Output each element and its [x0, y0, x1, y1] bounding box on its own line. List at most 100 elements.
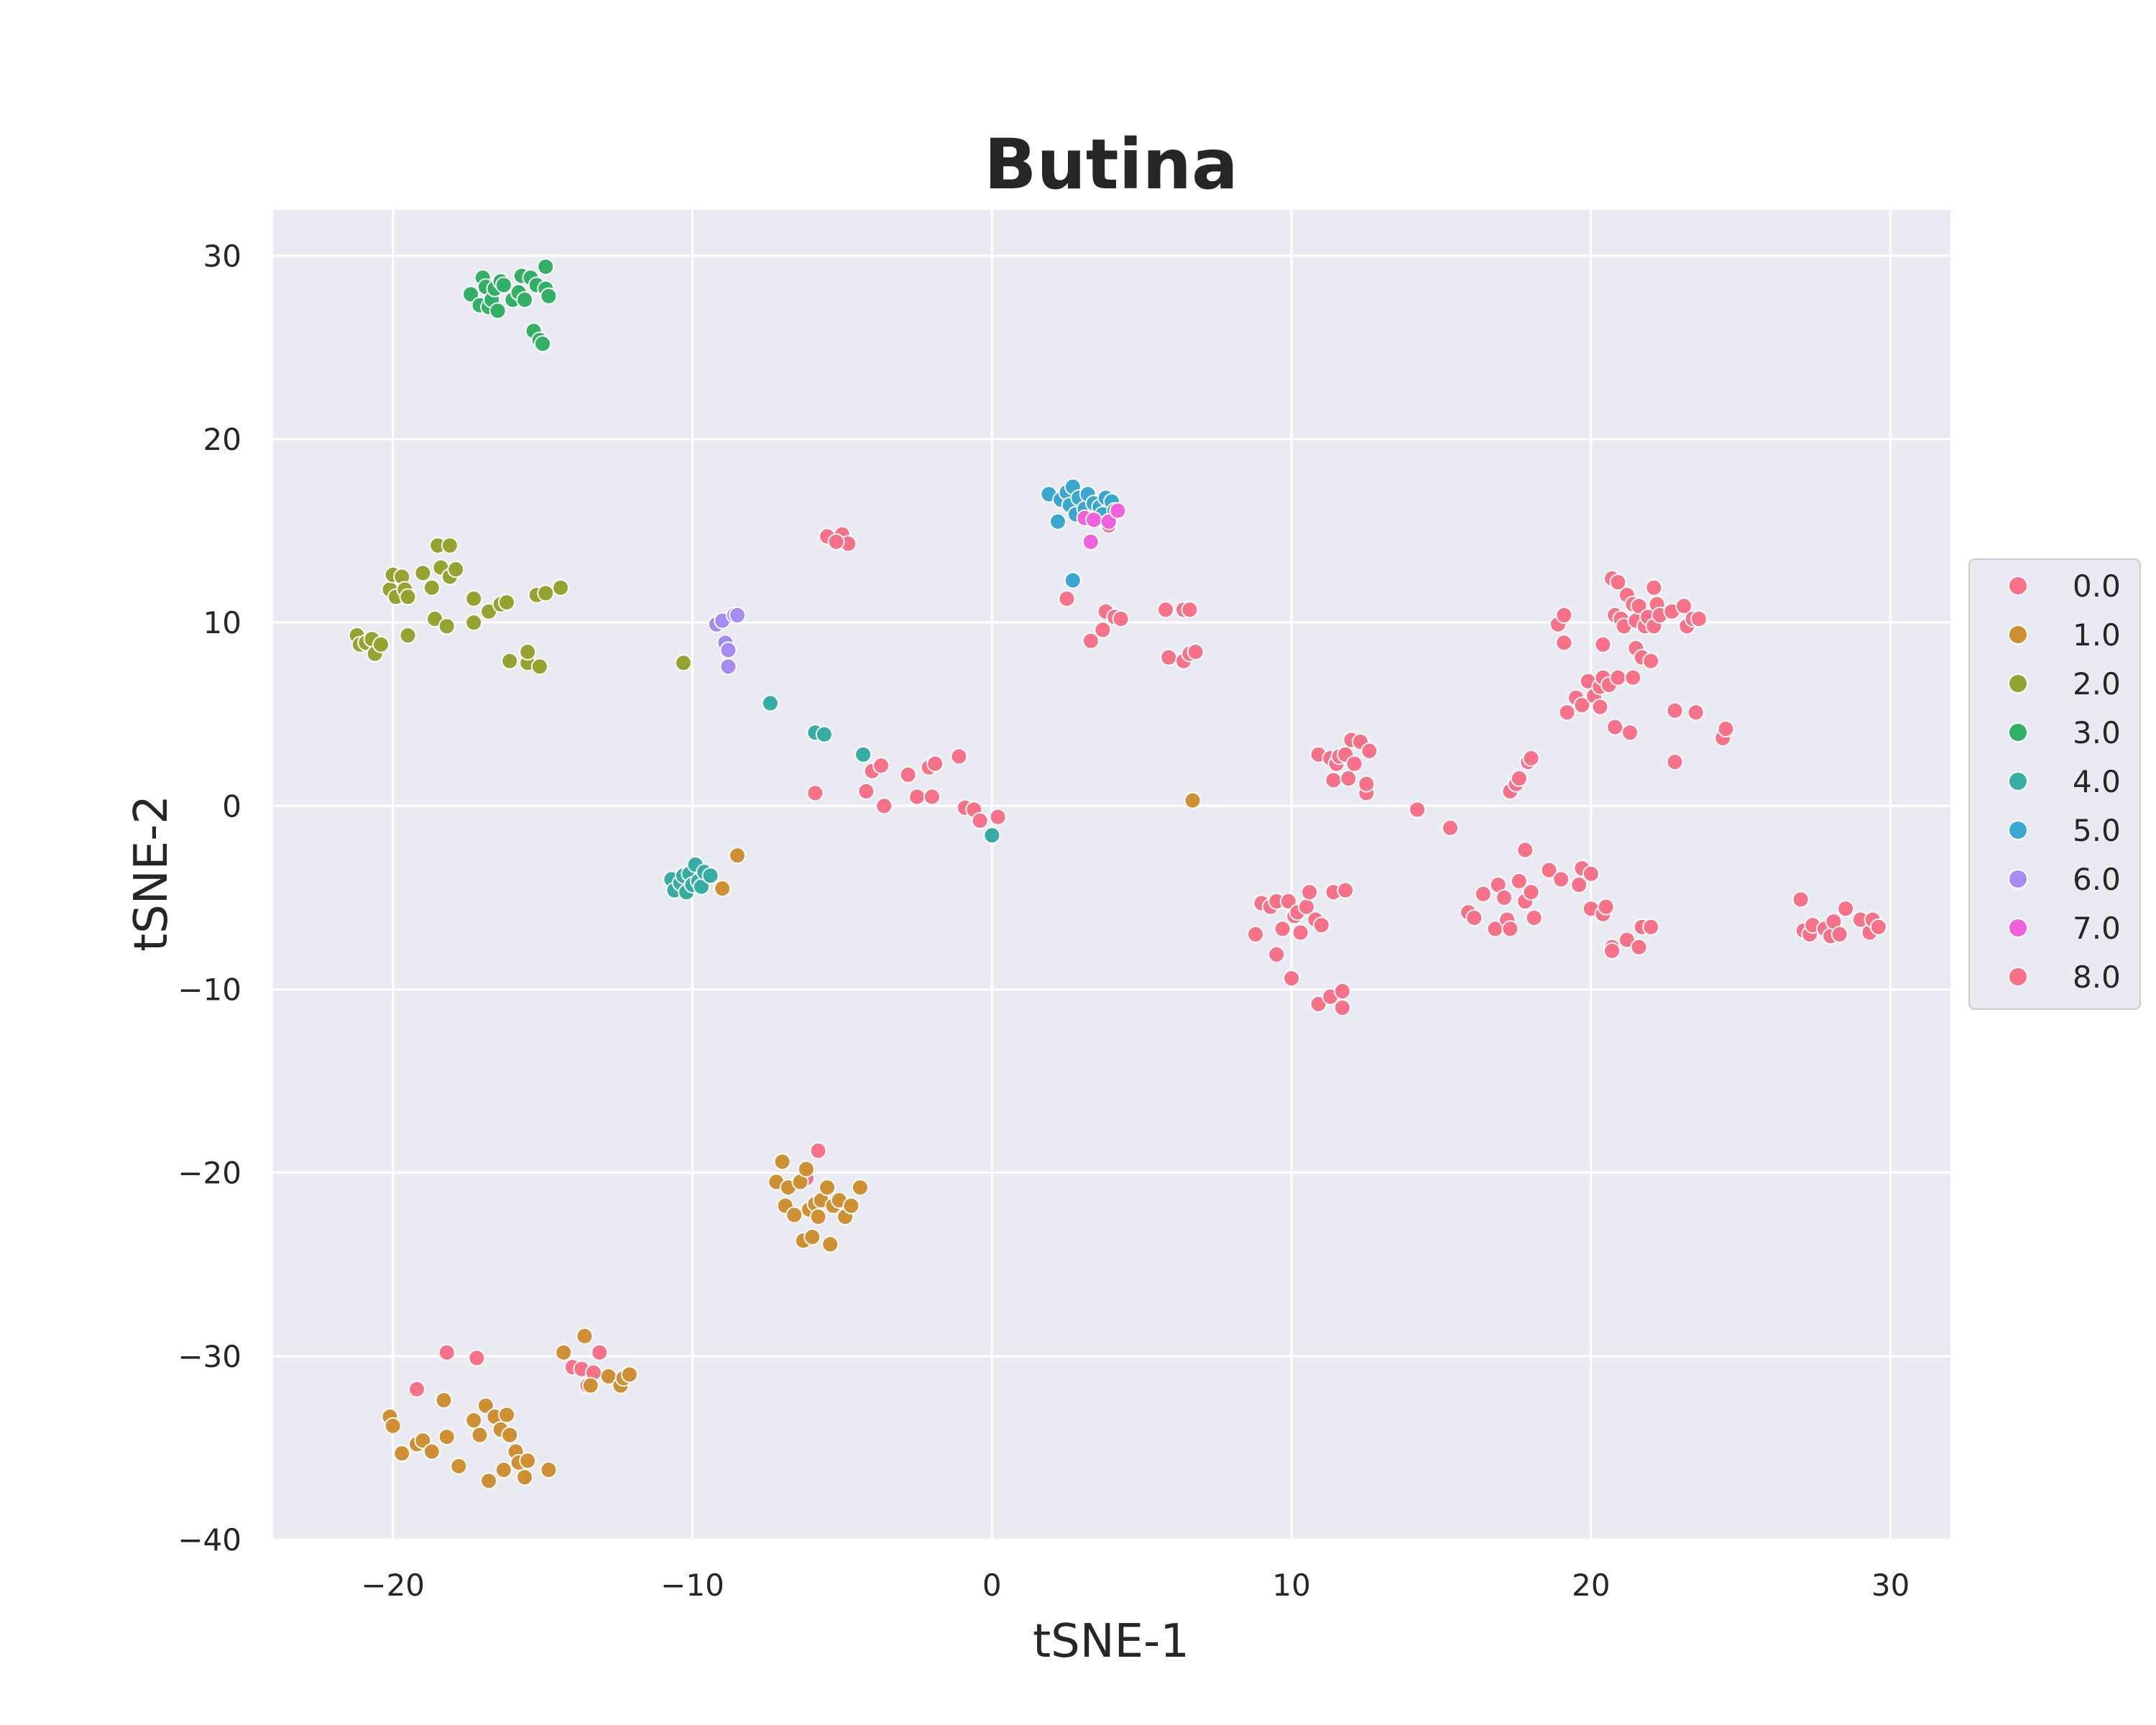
data-point — [809, 1142, 827, 1160]
data-point — [989, 808, 1007, 826]
data-point — [899, 765, 917, 783]
data-point — [462, 285, 480, 303]
data-point — [1630, 938, 1648, 956]
legend-marker — [2008, 967, 2028, 987]
x-tick-label: 30 — [1871, 1568, 1909, 1603]
x-tick-label: −20 — [361, 1568, 425, 1603]
legend-label: 7.0 — [2073, 911, 2121, 946]
data-point — [1312, 916, 1330, 934]
data-point — [447, 561, 465, 579]
data-point — [854, 745, 872, 763]
data-point — [1830, 925, 1848, 943]
data-point — [1642, 652, 1660, 670]
series-4.0 — [663, 694, 1001, 901]
data-point — [494, 276, 512, 294]
data-point — [465, 1412, 483, 1430]
legend-label: 6.0 — [2073, 862, 2121, 897]
data-point — [468, 1349, 486, 1367]
data-point — [1279, 893, 1297, 910]
legend-label: 2.0 — [2073, 666, 2121, 702]
data-point — [1837, 900, 1855, 918]
data-point — [1064, 571, 1082, 589]
data-point — [875, 797, 893, 815]
series-3.0 — [462, 258, 558, 353]
data-point — [1570, 876, 1588, 894]
series-6.0 — [707, 606, 747, 676]
data-point — [530, 658, 548, 676]
data-point — [761, 694, 779, 712]
data-point — [540, 287, 558, 305]
data-point — [1360, 742, 1378, 760]
series-2.0 — [348, 536, 692, 676]
legend-marker — [2008, 576, 2028, 596]
data-point — [950, 748, 968, 765]
data-point — [1522, 883, 1540, 901]
x-axis-label: tSNE-1 — [1033, 1615, 1189, 1668]
data-point — [1273, 920, 1291, 938]
data-point — [498, 594, 516, 612]
data-point — [857, 782, 875, 800]
data-point — [815, 725, 833, 743]
legend-marker — [2008, 673, 2028, 694]
data-point — [1510, 770, 1528, 788]
data-point — [1333, 999, 1351, 1016]
data-point — [1268, 946, 1286, 963]
data-point — [540, 1461, 558, 1479]
data-point — [450, 1457, 468, 1475]
data-point — [1465, 908, 1483, 926]
data-point — [819, 1179, 837, 1197]
points — [348, 258, 1887, 1490]
y-tick-label: 20 — [203, 422, 241, 457]
plot-area — [273, 210, 1950, 1540]
data-point — [1112, 610, 1130, 628]
data-point — [1181, 601, 1199, 619]
data-point — [971, 811, 989, 829]
data-point — [1603, 942, 1621, 960]
data-point — [537, 258, 555, 276]
chart-title: Butina — [984, 124, 1238, 205]
x-tick-label: 10 — [1272, 1568, 1310, 1603]
data-point — [1609, 668, 1627, 686]
data-point — [701, 867, 719, 885]
x-tick-labels: −20 −10 0 10 20 30 — [361, 1568, 1909, 1603]
data-point — [519, 1452, 537, 1470]
data-point — [581, 1376, 599, 1394]
data-point — [555, 1343, 573, 1361]
data-point — [1358, 775, 1376, 793]
data-point — [1084, 511, 1102, 529]
legend-label: 4.0 — [2073, 764, 2121, 799]
legend-marker — [2008, 869, 2028, 889]
data-point — [399, 588, 417, 606]
series-7.0 — [1076, 502, 1127, 551]
legend: 0.0 1.0 2.0 3.0 4.0 5.0 6.0 7.0 8.0 — [1968, 558, 2141, 1010]
data-point — [842, 1197, 860, 1215]
data-point — [1474, 885, 1492, 903]
data-point — [438, 1428, 456, 1446]
data-point — [1187, 643, 1204, 661]
data-point — [1645, 579, 1663, 597]
data-point — [435, 1392, 453, 1409]
legend-marker — [2008, 625, 2028, 645]
data-point — [414, 564, 432, 582]
legend-frame — [1968, 558, 2141, 1010]
data-point — [1555, 606, 1573, 624]
data-point — [1869, 918, 1887, 936]
data-point — [773, 1153, 791, 1171]
y-tick-label: 0 — [222, 788, 241, 824]
data-point — [1591, 698, 1609, 716]
data-point — [821, 1236, 839, 1254]
y-tick-labels: −40 −30 −20 −10 0 10 20 30 — [178, 239, 241, 1558]
data-point — [1582, 865, 1600, 883]
data-point — [1558, 704, 1576, 722]
data-point — [729, 847, 747, 865]
y-tick-label: −40 — [178, 1522, 241, 1558]
data-point — [516, 291, 534, 309]
data-point — [1594, 635, 1612, 653]
data-point — [480, 1472, 498, 1490]
data-point — [465, 589, 483, 607]
data-point — [1109, 502, 1127, 520]
data-point — [1094, 621, 1112, 639]
data-point — [872, 757, 890, 775]
legend-items: 0.0 1.0 2.0 3.0 4.0 5.0 6.0 7.0 8.0 — [2008, 569, 2121, 995]
